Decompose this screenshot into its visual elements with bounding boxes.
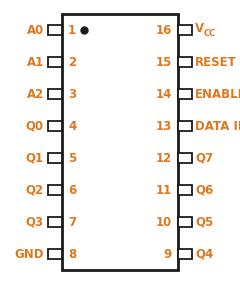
Text: CC: CC (204, 28, 216, 38)
Text: 2: 2 (68, 56, 76, 69)
Bar (48, 121, 62, 131)
Bar (178, 89, 192, 99)
Text: RESET: RESET (195, 56, 237, 69)
Text: Q2: Q2 (26, 184, 44, 197)
Text: 3: 3 (68, 87, 76, 100)
Bar (178, 25, 192, 35)
Bar (48, 57, 62, 67)
Bar (62, 14, 178, 270)
Text: GND: GND (14, 248, 44, 261)
Text: Q7: Q7 (195, 151, 213, 164)
Text: 10: 10 (156, 215, 172, 228)
Bar (178, 57, 192, 67)
Bar (48, 217, 62, 227)
Text: Q1: Q1 (26, 151, 44, 164)
Bar (48, 153, 62, 163)
Text: 7: 7 (68, 215, 76, 228)
Bar (178, 249, 192, 259)
Text: V: V (195, 23, 204, 36)
Bar (178, 153, 192, 163)
Text: Q4: Q4 (195, 248, 213, 261)
Text: 8: 8 (68, 248, 76, 261)
Bar (48, 249, 62, 259)
Text: A1: A1 (27, 56, 44, 69)
Text: Q6: Q6 (195, 184, 213, 197)
Text: A2: A2 (27, 87, 44, 100)
Text: ENABLE: ENABLE (195, 87, 240, 100)
Bar (178, 217, 192, 227)
Text: 6: 6 (68, 184, 76, 197)
Bar (178, 185, 192, 195)
Bar (48, 25, 62, 35)
Text: Q3: Q3 (26, 215, 44, 228)
Text: Q0: Q0 (26, 120, 44, 133)
Text: 12: 12 (156, 151, 172, 164)
Text: 13: 13 (156, 120, 172, 133)
Text: 9: 9 (164, 248, 172, 261)
Text: DATA IN: DATA IN (195, 120, 240, 133)
Bar (178, 121, 192, 131)
Text: 16: 16 (156, 23, 172, 36)
Bar (48, 185, 62, 195)
Text: 1: 1 (68, 23, 76, 36)
Text: 15: 15 (156, 56, 172, 69)
Text: Q5: Q5 (195, 215, 213, 228)
Text: 4: 4 (68, 120, 76, 133)
Bar (48, 89, 62, 99)
Text: A0: A0 (27, 23, 44, 36)
Text: 14: 14 (156, 87, 172, 100)
Text: 11: 11 (156, 184, 172, 197)
Text: 5: 5 (68, 151, 76, 164)
